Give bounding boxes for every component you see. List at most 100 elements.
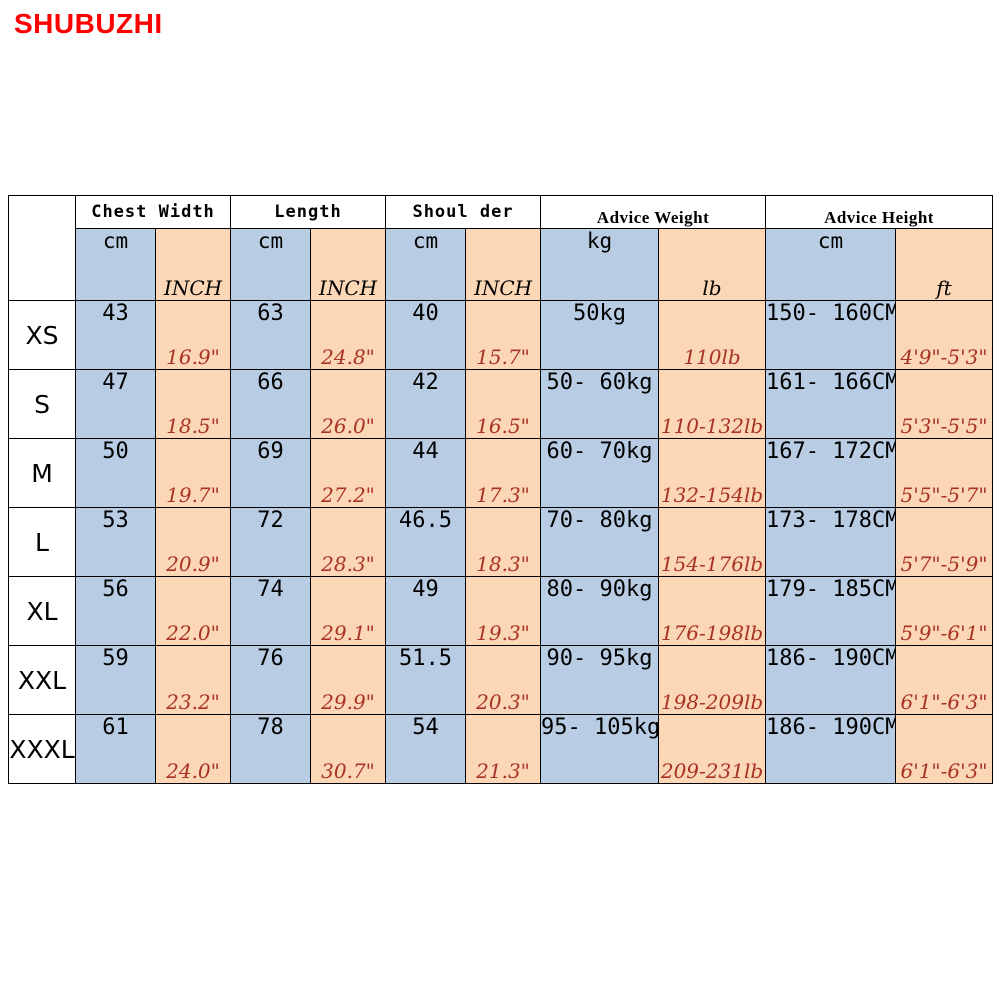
weight-kg-cell: 95- 105kg [540, 714, 660, 784]
table-row-xs: XS 43 16.9" 63 24.8" 40 15.7" 50kg 110lb… [8, 300, 994, 370]
shoulder-cm-cell: 49 [385, 576, 467, 646]
size-label: XS [8, 300, 76, 370]
shoulder-cm-cell: 46.5 [385, 507, 467, 577]
height-ft-cell: 5'3"-5'5" [895, 369, 994, 439]
weight-lb-unit: lb [658, 228, 767, 301]
chest-inch-cell: 20.9" [155, 507, 231, 577]
weight-kg-cell: 60- 70kg [540, 438, 660, 508]
table-row-xl: XL 56 22.0" 74 29.1" 49 19.3" 80- 90kg 1… [8, 576, 994, 646]
table-row-m: M 50 19.7" 69 27.2" 44 17.3" 60- 70kg 13… [8, 438, 994, 508]
length-inch-cell: 29.9" [309, 645, 387, 715]
size-label: XXXL [8, 714, 76, 784]
weight-kg-cell: 80- 90kg [540, 576, 660, 646]
chest-inch-unit: INCH [155, 228, 231, 301]
shoulder-inch-cell: 19.3" [465, 576, 542, 646]
shoulder-header: Shoul der [385, 195, 542, 229]
brand-logo: SHUBUZHI [14, 8, 163, 39]
shoulder-inch-cell: 18.3" [465, 507, 542, 577]
height-cm-cell: 179- 185CM [765, 576, 897, 646]
chest-cm-cell: 56 [75, 576, 156, 646]
height-cm-cell: 173- 178CM [765, 507, 897, 577]
height-ft-cell: 5'7"-5'9" [895, 507, 994, 577]
size-label: XL [8, 576, 76, 646]
length-cm-cell: 76 [230, 645, 311, 715]
table-row-xxxl: XXXL 61 24.0" 78 30.7" 54 21.3" 95- 105k… [8, 714, 994, 784]
weight-lb-cell: 176-198lb [658, 576, 767, 646]
length-cm-cell: 66 [230, 369, 311, 439]
shoulder-inch-cell: 15.7" [465, 300, 542, 370]
shoulder-inch-cell: 20.3" [465, 645, 542, 715]
corner-cell [8, 195, 76, 301]
length-inch-unit: INCH [309, 228, 387, 301]
length-inch-cell: 27.2" [309, 438, 387, 508]
unit-header-row: cm INCH cm INCH cm INCH kg lb cm ft [9, 228, 994, 301]
size-label: L [8, 507, 76, 577]
length-cm-cell: 74 [230, 576, 311, 646]
length-cm-cell: 69 [230, 438, 311, 508]
height-ft-cell: 6'1"-6'3" [895, 714, 994, 784]
length-cm-cell: 63 [230, 300, 311, 370]
advice-weight-header: Advice Weight [540, 195, 767, 229]
chest-cm-cell: 59 [75, 645, 156, 715]
weight-kg-cell: 50- 60kg [540, 369, 660, 439]
chest-cm-cell: 43 [75, 300, 156, 370]
chest-inch-cell: 19.7" [155, 438, 231, 508]
height-ft-cell: 5'9"-6'1" [895, 576, 994, 646]
height-ft-cell: 6'1"-6'3" [895, 645, 994, 715]
weight-kg-cell: 50kg [540, 300, 660, 370]
height-cm-cell: 150- 160CM [765, 300, 897, 370]
length-inch-cell: 30.7" [309, 714, 387, 784]
chest-cm-cell: 47 [75, 369, 156, 439]
table-row-xxl: XXL 59 23.2" 76 29.9" 51.5 20.3" 90- 95k… [8, 645, 994, 715]
length-cm-cell: 72 [230, 507, 311, 577]
weight-lb-cell: 110lb [658, 300, 767, 370]
chest-cm-cell: 50 [75, 438, 156, 508]
weight-lb-cell: 132-154lb [658, 438, 767, 508]
height-ft-unit: ft [895, 228, 994, 301]
chest-cm-unit: cm [75, 228, 156, 301]
length-inch-cell: 24.8" [309, 300, 387, 370]
weight-lb-cell: 198-209lb [658, 645, 767, 715]
height-ft-cell: 4'9"-5'3" [895, 300, 994, 370]
length-header: Length [229, 195, 387, 229]
length-cm-cell: 78 [230, 714, 311, 784]
shoulder-cm-cell: 51.5 [385, 645, 467, 715]
length-cm-unit: cm [230, 228, 311, 301]
weight-kg-cell: 70- 80kg [540, 507, 660, 577]
size-chart-table: Chest Width Length Shoul der Advice Weig… [8, 195, 994, 784]
chest-cm-cell: 61 [75, 714, 156, 784]
chest-cm-cell: 53 [75, 507, 156, 577]
height-cm-cell: 167- 172CM [765, 438, 897, 508]
weight-kg-cell: 90- 95kg [540, 645, 660, 715]
size-label: XXL [8, 645, 76, 715]
advice-height-header: Advice Height [765, 195, 994, 229]
size-label: M [8, 438, 76, 508]
chest-inch-cell: 22.0" [155, 576, 231, 646]
height-cm-cell: 186- 190CM [765, 714, 897, 784]
shoulder-cm-cell: 42 [385, 369, 467, 439]
shoulder-inch-cell: 16.5" [465, 369, 542, 439]
group-header-row: Chest Width Length Shoul der Advice Weig… [8, 195, 994, 301]
length-inch-cell: 29.1" [309, 576, 387, 646]
shoulder-cm-cell: 40 [385, 300, 467, 370]
chest-inch-cell: 24.0" [155, 714, 231, 784]
shoulder-inch-cell: 21.3" [465, 714, 542, 784]
table-row-l: L 53 20.9" 72 28.3" 46.5 18.3" 70- 80kg … [8, 507, 994, 577]
size-label: S [8, 369, 76, 439]
chest-width-header: Chest Width [75, 195, 231, 229]
height-cm-unit: cm [765, 228, 897, 301]
length-inch-cell: 26.0" [309, 369, 387, 439]
chest-inch-cell: 16.9" [155, 300, 231, 370]
weight-lb-cell: 209-231lb [658, 714, 767, 784]
chest-inch-cell: 18.5" [155, 369, 231, 439]
shoulder-cm-unit: cm [385, 228, 467, 301]
height-cm-cell: 186- 190CM [765, 645, 897, 715]
length-inch-cell: 28.3" [309, 507, 387, 577]
shoulder-inch-cell: 17.3" [465, 438, 542, 508]
weight-lb-cell: 154-176lb [658, 507, 767, 577]
shoulder-inch-unit: INCH [465, 228, 542, 301]
weight-kg-unit: kg [540, 228, 660, 301]
shoulder-cm-cell: 44 [385, 438, 467, 508]
shoulder-cm-cell: 54 [385, 714, 467, 784]
height-ft-cell: 5'5"-5'7" [895, 438, 994, 508]
